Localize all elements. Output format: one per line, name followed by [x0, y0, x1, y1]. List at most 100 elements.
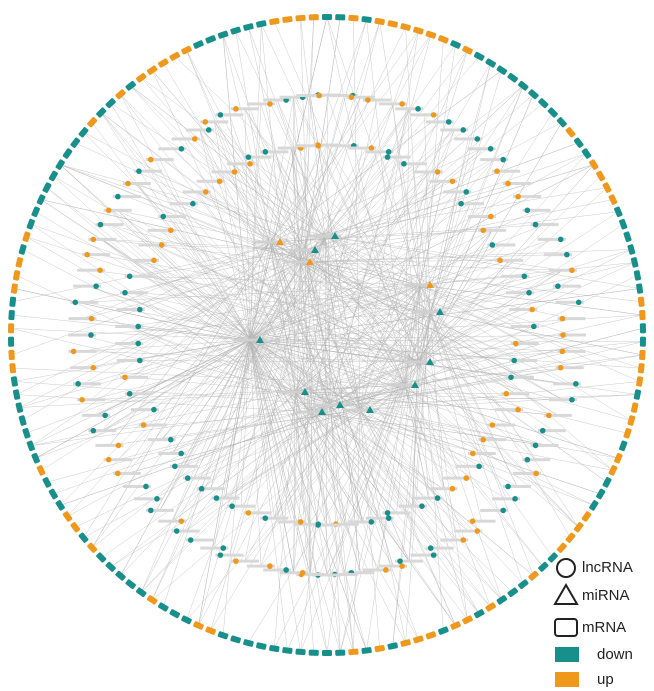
mrna-node	[205, 626, 216, 635]
node-label-bg	[115, 342, 144, 346]
mrna-node	[9, 296, 17, 307]
edge	[419, 216, 483, 363]
lncrna-node	[233, 558, 239, 564]
edge	[299, 261, 614, 471]
lncrna-node	[297, 519, 304, 525]
mrna-node	[450, 621, 461, 630]
mrna-node	[282, 647, 293, 654]
edge	[60, 164, 431, 313]
edge	[269, 224, 545, 243]
mrna-node	[614, 452, 623, 464]
mrna-node	[639, 323, 647, 334]
edge	[299, 261, 524, 361]
node-label-bg	[501, 392, 530, 396]
node-label-bg	[227, 162, 256, 166]
legend-symbol	[556, 558, 576, 578]
mrna-node	[217, 631, 229, 640]
edge	[274, 384, 406, 649]
node-label-bg	[260, 150, 289, 154]
node-label-bg	[112, 195, 141, 199]
mrna-node	[146, 595, 158, 605]
legend-label: miRNA	[582, 587, 630, 604]
lncrna-node	[126, 390, 133, 397]
edge	[151, 384, 406, 601]
edge	[136, 183, 313, 413]
node-label-bg	[503, 484, 532, 488]
mrna-node	[462, 45, 473, 55]
mrna-node	[96, 552, 107, 563]
node-label-bg	[467, 519, 496, 523]
mrna-node	[243, 23, 254, 31]
edge	[46, 384, 406, 483]
mrna-node	[18, 415, 27, 426]
edge	[199, 129, 431, 313]
lncrna-node	[229, 503, 235, 509]
lncrna-node	[526, 289, 532, 296]
edge	[84, 284, 421, 303]
lncrna-node	[463, 475, 470, 481]
mrna-node	[614, 206, 623, 218]
legend-swatch	[555, 672, 579, 687]
edge	[83, 132, 361, 411]
mrna-node	[78, 127, 89, 138]
lncrna-node	[217, 552, 224, 558]
edge	[249, 339, 275, 519]
node-label-bg	[130, 408, 159, 412]
edge	[159, 159, 251, 341]
node-label-bg	[425, 120, 454, 124]
node-label-bg	[344, 408, 376, 412]
node-label-bg	[158, 519, 187, 523]
mrna-node	[556, 117, 567, 128]
edge	[249, 339, 292, 523]
mrna-node	[322, 14, 332, 20]
edge	[404, 62, 491, 386]
edge	[419, 351, 572, 363]
mrna-node	[518, 579, 529, 590]
node-label-bg	[537, 237, 566, 241]
mrna-node	[217, 30, 229, 39]
mrna-node	[115, 570, 126, 581]
lncrna-node	[217, 112, 224, 118]
edge	[60, 164, 251, 341]
edge	[210, 235, 326, 631]
edge	[276, 384, 406, 571]
edge	[133, 235, 326, 293]
edge	[151, 235, 326, 600]
node-label-bg	[389, 383, 421, 387]
node-label-bg	[200, 546, 229, 550]
lncrna-node	[315, 142, 322, 149]
mrna-node	[9, 363, 17, 374]
edge	[244, 108, 326, 237]
mrna-node	[619, 440, 628, 452]
lncrna-node	[532, 442, 539, 449]
edge	[102, 241, 271, 431]
mrna-node	[630, 402, 639, 413]
edge	[40, 339, 251, 471]
edge	[269, 145, 345, 243]
edge	[359, 50, 468, 411]
edge	[362, 384, 406, 523]
edge	[404, 384, 579, 528]
edge	[294, 391, 344, 575]
edge	[109, 409, 361, 446]
edge	[269, 241, 328, 654]
edge	[90, 241, 271, 400]
edge	[429, 262, 635, 313]
edge	[359, 381, 640, 411]
node-label-bg	[329, 94, 358, 98]
lncrna-node	[283, 567, 289, 573]
lncrna-node	[105, 456, 112, 463]
lncrna-node	[489, 242, 496, 248]
mrna-node	[348, 14, 359, 22]
edge	[359, 409, 380, 649]
edge	[324, 21, 380, 237]
node-label-bg	[329, 572, 358, 576]
edge	[225, 171, 271, 243]
edge	[299, 261, 579, 528]
node-label-bg	[346, 571, 375, 575]
mrna-node	[31, 206, 40, 218]
edge	[269, 241, 458, 479]
node-label-bg	[296, 410, 328, 414]
edge	[294, 391, 558, 416]
edge	[248, 26, 301, 263]
